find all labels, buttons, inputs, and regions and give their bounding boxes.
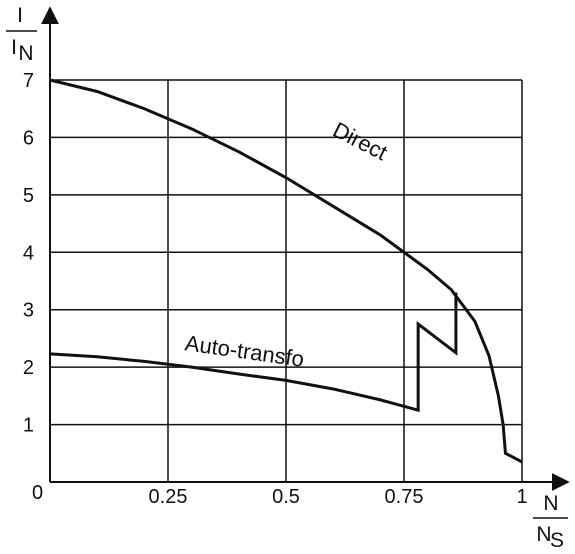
annotation-direct: Direct [329, 117, 392, 165]
y-tick-label: 4 [23, 242, 34, 264]
y-axis-label-bottom: I [11, 36, 17, 59]
tick-labels: 0.25 0.5 0.75 1 1 2 3 4 5 6 7 [23, 70, 528, 508]
x-axis-label-bottom: N [536, 523, 551, 546]
y-tick-label: 1 [23, 415, 34, 437]
series-lines [49, 78, 523, 464]
series-annotations: Direct Auto-transfo [183, 117, 391, 372]
x-axis-label-top: N [543, 492, 558, 515]
x-tick-label: 0.5 [272, 486, 300, 508]
y-axis-label-top: I [17, 4, 23, 27]
y-tick-label: 5 [23, 185, 34, 207]
x-tick-label: 1 [516, 486, 527, 508]
y-axis-label-sub: N [18, 42, 33, 65]
y-tick-label: 3 [23, 300, 34, 322]
x-axis-label: N N S [533, 492, 568, 552]
x-tick-label: 0.25 [149, 486, 188, 508]
origin-label: 0 [32, 482, 43, 504]
y-tick-label: 6 [23, 127, 34, 149]
annotation-auto-transfo: Auto-transfo [183, 330, 305, 371]
y-tick-label: 2 [23, 357, 34, 379]
y-axis-label: I I N [6, 4, 37, 65]
x-tick-label: 0.75 [385, 486, 424, 508]
x-axis-label-sub: S [550, 529, 564, 552]
series-line-auto-transfo [49, 292, 458, 413]
y-tick-label: 7 [23, 70, 34, 92]
grid [50, 79, 523, 482]
axes [41, 6, 570, 491]
series-line-direct [49, 78, 523, 464]
